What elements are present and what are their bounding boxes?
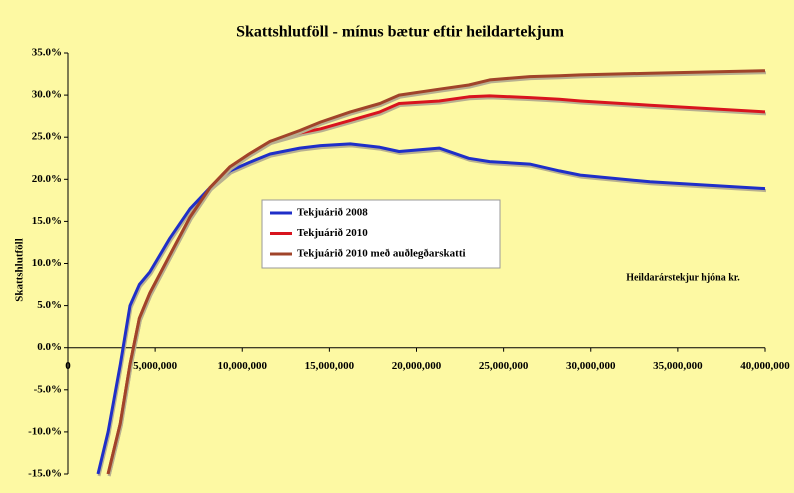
y-tick-label: 35.0% <box>32 47 62 59</box>
y-tick-label: 10.0% <box>32 257 62 269</box>
series-line <box>106 69 766 475</box>
annotation: Heildarárstekjur hjóna kr. <box>626 272 740 283</box>
line-shadow <box>107 96 767 477</box>
series-line <box>106 94 766 475</box>
y-tick-label: 30.0% <box>32 89 62 101</box>
y-tick-label: -15.0% <box>28 468 62 480</box>
x-tick-label: 15,000,000 <box>305 360 355 372</box>
y-tick-label: 20.0% <box>32 173 62 185</box>
legend-label: Tekjuárið 2008 <box>297 207 368 219</box>
chart-title: Skattshlutföll - mínus bætur eftir heild… <box>236 24 565 41</box>
y-tick-label: -10.0% <box>28 425 62 437</box>
y-tick-label: 15.0% <box>32 215 62 227</box>
y-tick-label: 5.0% <box>37 299 62 311</box>
x-tick-label: 30,000,000 <box>566 360 616 372</box>
x-tick-label: 0 <box>65 360 71 372</box>
x-tick-label: 35,000,000 <box>653 360 703 372</box>
x-tick-label: 40,000,000 <box>740 360 790 372</box>
legend-box <box>261 199 501 269</box>
legend-label: Tekjuárið 2010 <box>297 227 368 239</box>
y-tick-label: 0.0% <box>37 341 62 353</box>
y-axis-label: Skattshlutföll <box>14 238 26 302</box>
x-tick-label: 25,000,000 <box>479 360 529 372</box>
x-tick-label: 5,000,000 <box>133 360 178 372</box>
y-tick-label: -5.0% <box>34 383 62 395</box>
legend-label: Tekjuárið 2010 með auðlegðarskatti <box>297 248 466 260</box>
line-shadow <box>107 71 767 477</box>
line-shadow <box>97 144 767 477</box>
series-line <box>96 142 766 475</box>
x-tick-label: 10,000,000 <box>218 360 268 372</box>
x-tick-label: 20,000,000 <box>392 360 442 372</box>
y-tick-label: 25.0% <box>32 131 62 143</box>
